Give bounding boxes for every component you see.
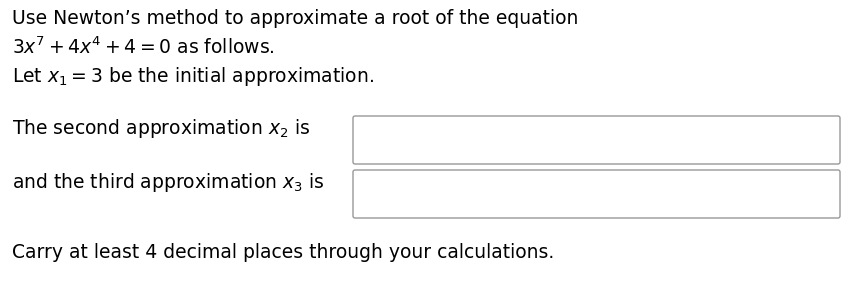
- FancyBboxPatch shape: [353, 170, 840, 218]
- Text: and the third approximation $x_3$ is: and the third approximation $x_3$ is: [12, 170, 324, 194]
- Text: $3x^7 + 4x^4 + 4 = 0$ as follows.: $3x^7 + 4x^4 + 4 = 0$ as follows.: [12, 36, 274, 58]
- Text: The second approximation $x_2$ is: The second approximation $x_2$ is: [12, 117, 310, 139]
- FancyBboxPatch shape: [353, 116, 840, 164]
- Text: Use Newton’s method to approximate a root of the equation: Use Newton’s method to approximate a roo…: [12, 9, 579, 28]
- Text: Carry at least 4 decimal places through your calculations.: Carry at least 4 decimal places through …: [12, 242, 554, 261]
- Text: Let $x_1 = 3$ be the initial approximation.: Let $x_1 = 3$ be the initial approximati…: [12, 65, 374, 88]
